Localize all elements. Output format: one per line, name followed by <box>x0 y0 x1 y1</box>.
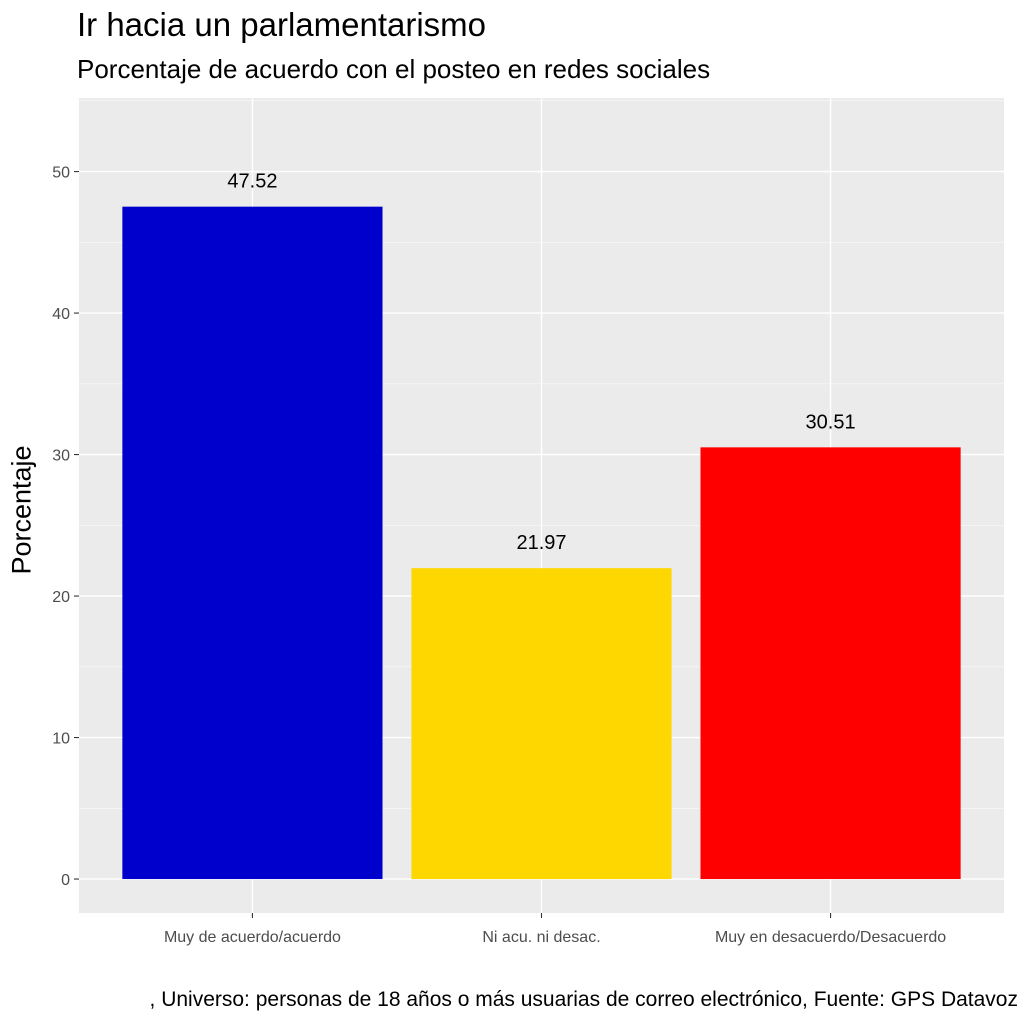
bar <box>122 206 383 880</box>
y-axis-ticks: 0 10 20 30 40 50 <box>52 165 79 889</box>
x-axis-ticks: Muy de acuerdo/acuerdo Ni acu. ni desac. M… <box>164 913 946 946</box>
x-tick-label: Muy de acuerdo/acuerdo <box>164 929 341 946</box>
x-tick-label: Muy en desacuerdo/Desacuerdo <box>715 929 946 946</box>
bar <box>700 447 961 880</box>
y-tick-label: 30 <box>52 448 70 465</box>
bar-value-label: 47.52 <box>227 171 277 193</box>
x-tick-label: Ni acu. ni desac. <box>482 929 600 946</box>
y-tick-label: 0 <box>61 872 70 889</box>
y-tick-label: 20 <box>52 589 70 606</box>
bar-value-label: 21.97 <box>516 532 566 554</box>
chart-caption: , Universo: personas de 18 años o más us… <box>149 988 1018 1011</box>
y-tick-label: 10 <box>52 731 70 748</box>
bar-value-label: 30.51 <box>806 411 856 433</box>
bar <box>411 568 672 880</box>
y-tick-label: 50 <box>52 165 70 182</box>
bar-value-labels: 47.52 21.97 30.51 <box>227 171 855 555</box>
y-tick-label: 40 <box>52 306 70 323</box>
chart-subtitle: Porcentaje de acuerdo con el posteo en r… <box>77 54 711 84</box>
chart-title: Ir hacia un parlamentarismo <box>77 6 487 43</box>
bars <box>122 206 961 880</box>
